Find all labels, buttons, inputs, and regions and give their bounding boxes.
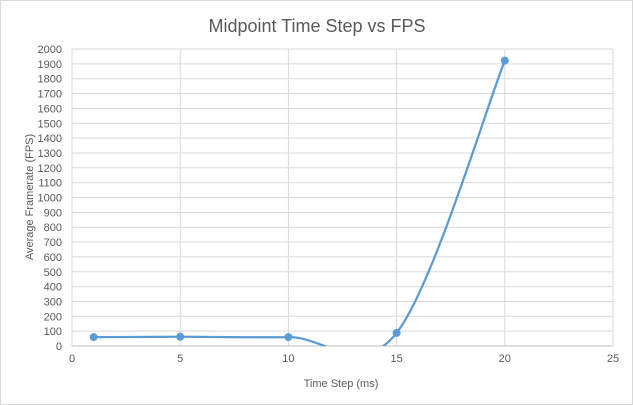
- x-tick-label: 25: [607, 353, 619, 365]
- y-tick-label: 1700: [38, 89, 62, 101]
- y-tick-label: 700: [44, 237, 62, 249]
- y-tick-label: 1900: [38, 59, 62, 71]
- x-tick-label: 20: [499, 353, 511, 365]
- x-tick-label: 15: [390, 353, 402, 365]
- y-tick-label: 1800: [38, 74, 62, 86]
- data-point: [89, 333, 98, 342]
- data-point: [176, 332, 185, 341]
- chart-title: Midpoint Time Step vs FPS: [208, 16, 425, 36]
- y-tick-label: 0: [56, 341, 62, 353]
- y-tick-label: 1100: [38, 178, 62, 190]
- x-tick-labels: 0 5 10 15 20 25: [69, 353, 619, 365]
- y-tick-label: 300: [44, 296, 62, 308]
- y-tick-label: 1600: [38, 103, 62, 115]
- x-axis-title: Time Step (ms): [304, 378, 379, 390]
- y-tick-label: 1200: [38, 163, 62, 175]
- x-gridlines: [71, 49, 614, 346]
- series-line: [93, 60, 506, 346]
- y-tick-label: 600: [44, 252, 62, 264]
- y-gridlines: [72, 48, 613, 347]
- y-tick-label: 100: [44, 326, 62, 338]
- data-point: [392, 328, 401, 337]
- y-tick-label: 2000: [38, 44, 62, 56]
- x-tick-label: 10: [282, 353, 294, 365]
- y-tick-label: 1000: [38, 193, 62, 205]
- x-tick-label: 5: [177, 353, 183, 365]
- y-axis-title: Average Framerate (FPS): [24, 134, 36, 260]
- y-tick-label: 1500: [38, 118, 62, 130]
- y-tick-label: 900: [44, 207, 62, 219]
- y-tick-label: 500: [44, 267, 62, 279]
- series-markers: [89, 56, 509, 342]
- y-tick-label: 400: [44, 282, 62, 294]
- y-tick-label: 1400: [38, 133, 62, 145]
- y-tick-label: 1300: [38, 148, 62, 160]
- y-tick-labels: 0 100 200 300 400 500 600 700 800 900 1000 1100 1200…: [38, 44, 62, 353]
- data-point: [284, 333, 293, 342]
- y-tick-label: 200: [44, 311, 62, 323]
- x-tick-label: 0: [69, 353, 75, 365]
- y-tick-label: 800: [44, 222, 62, 234]
- data-point: [500, 56, 509, 65]
